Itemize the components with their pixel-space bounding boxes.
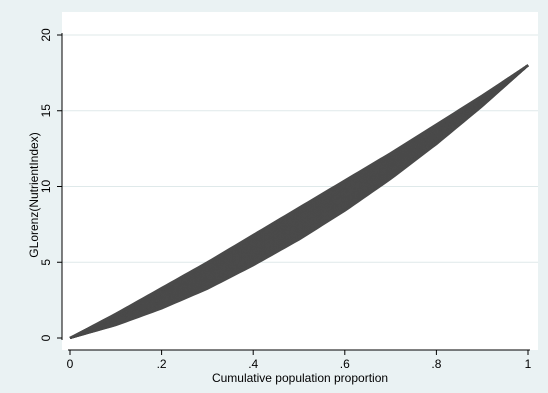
x-tick-label: .8 [431,357,441,371]
x-tick-label: .6 [340,357,350,371]
lorenz-curve [69,64,529,339]
x-axis-title: Cumulative population proportion [212,371,388,385]
y-tick-label: 15 [39,104,53,118]
x-tick-label: 1 [525,357,532,371]
x-tick-label: 0 [67,357,74,371]
y-axis: 0 5 10 15 20 [39,28,63,341]
y-axis-title: GLorenz(NutrientIndex) [27,132,41,257]
series-lines [69,64,529,340]
x-tick-label: .4 [248,357,258,371]
y-tick-label: 20 [39,28,53,42]
x-tick-label: .2 [157,357,167,371]
x-axis: 0 .2 .4 .6 .8 1 [67,349,532,371]
y-tick-label: 5 [39,259,53,266]
y-tick-label: 0 [39,334,53,341]
y-tick-label: 10 [39,180,53,194]
plot-area [62,12,538,350]
